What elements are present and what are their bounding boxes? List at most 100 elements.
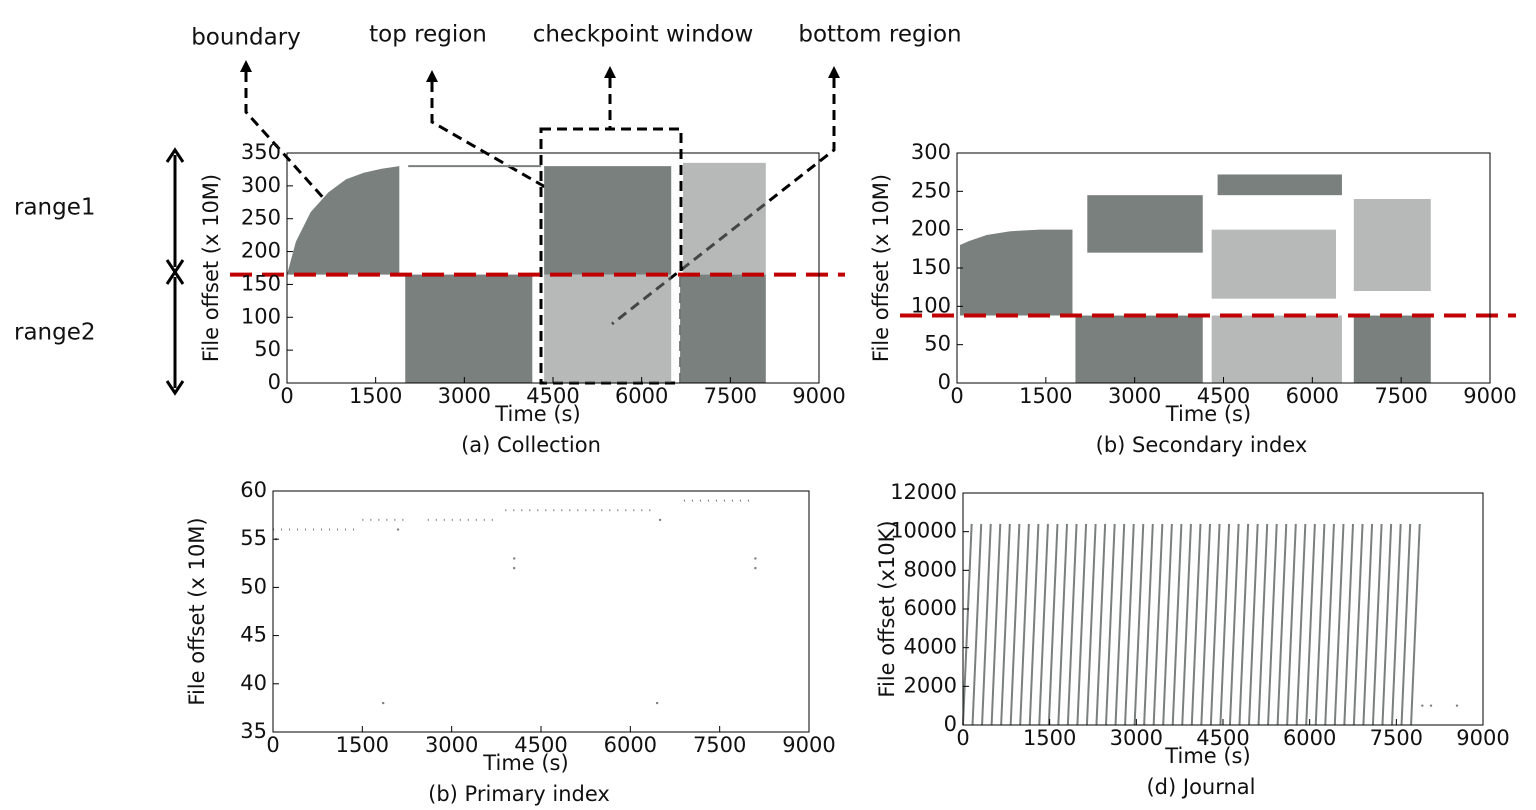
x-tick-label: 1500 [349, 384, 402, 408]
journal-tooth [1152, 523, 1164, 726]
point [513, 557, 516, 560]
point [381, 701, 385, 705]
y-tick-label: 50 [924, 332, 951, 356]
point [754, 557, 757, 560]
y-tick-label: 50 [240, 574, 267, 598]
point-cloud [1353, 199, 1431, 291]
point [513, 566, 516, 570]
x-tick-label: 4500 [526, 384, 579, 408]
journal-tooth [962, 523, 973, 726]
y-tick-label: 100 [911, 293, 951, 317]
journal-tooth [1085, 523, 1097, 726]
point [396, 528, 400, 531]
journal-tooth [1362, 523, 1374, 726]
journal-tooth [1162, 523, 1173, 726]
y-tick-label: 200 [241, 239, 281, 263]
y-axis-label: File offset (x 10M) [185, 517, 209, 705]
y-tick-label: 250 [911, 178, 951, 202]
x-tick-label: 4500 [514, 733, 567, 757]
point-cloud [1353, 315, 1431, 383]
journal-tooth [1209, 523, 1221, 726]
journal-tooth [1143, 523, 1154, 726]
x-tick-label: 7500 [1370, 726, 1423, 750]
y-tick-label: 35 [240, 719, 267, 743]
annotation: checkpoint window [533, 22, 754, 48]
y-tick-label: 10000 [890, 519, 957, 543]
journal-tooth [1124, 523, 1135, 726]
journal-tooth [1286, 523, 1297, 726]
caption: (b) Primary index [428, 782, 610, 806]
journal-tooth [1228, 523, 1240, 726]
y-tick-label: 150 [241, 271, 281, 295]
journal-tooth [1400, 523, 1412, 726]
journal-tooth [1095, 523, 1107, 726]
x-tick-label: 7500 [704, 384, 757, 408]
chart: 0 1500 3000 4500 6000 7500 9000 35 40 45 50 55 60 Tim… [185, 478, 836, 806]
point [1421, 704, 1424, 707]
y-axis-label: File offset (x 10M) [199, 174, 223, 362]
point [1455, 704, 1459, 707]
journal-tooth [1076, 523, 1088, 726]
journal-tooth [1200, 523, 1211, 726]
range-arrows [165, 147, 185, 396]
y-tick-label: 0 [268, 370, 281, 394]
journal-tooth [1105, 523, 1116, 726]
area [287, 166, 400, 275]
journal-tooth [1257, 523, 1269, 726]
x-tick-label: 6000 [1283, 726, 1336, 750]
x-tick-label: 4500 [1197, 384, 1250, 408]
x-tick-label: 3000 [1108, 384, 1161, 408]
y-tick-label: 55 [240, 526, 267, 550]
point [655, 701, 659, 705]
journal-tooth [1019, 523, 1030, 726]
x-axis-label: Time (s) [482, 751, 568, 775]
x-tick-label: 0 [280, 384, 293, 408]
journal-tooth [1333, 523, 1345, 726]
annotation: boundary [191, 25, 301, 51]
y-tick-label: 50 [254, 337, 281, 361]
annotation: range1 [14, 195, 96, 221]
point [1429, 704, 1433, 707]
journal-tooth [1267, 523, 1278, 726]
x-tick-label: 3000 [438, 384, 491, 408]
y-tick-label: 8000 [904, 557, 957, 581]
x-tick-label: 0 [956, 726, 969, 750]
journal-tooth [971, 523, 983, 726]
x-axis-label: Time (s) [1165, 402, 1251, 426]
x-tick-label: 6000 [615, 384, 668, 408]
y-tick-label: 300 [241, 173, 281, 197]
point-cloud [1217, 174, 1342, 196]
journal-tooth [1295, 523, 1307, 726]
x-tick-label: 3000 [1110, 726, 1163, 750]
x-tick-label: 9000 [782, 733, 835, 757]
x-axis-label: Time (s) [1164, 744, 1250, 768]
point-cloud [1211, 315, 1342, 383]
point-cloud [405, 274, 533, 383]
point-cloud [1211, 229, 1337, 299]
x-tick-label: 6000 [1286, 384, 1339, 408]
journal-tooth [1238, 523, 1250, 726]
x-axis-label: Time (s) [494, 402, 580, 426]
journal-tooth [1352, 523, 1364, 726]
x-tick-label: 0 [950, 384, 963, 408]
journal-tooth [981, 523, 992, 726]
journal-tooth [1000, 523, 1011, 726]
chart: 0 1500 3000 4500 6000 7500 9000 0 2000 4000 6000 80… [875, 480, 1510, 799]
journal-tooth [1133, 523, 1145, 726]
journal-tooth [1171, 523, 1183, 726]
journal-tooth [1038, 523, 1049, 726]
y-tick-label: 300 [911, 140, 951, 164]
journal-tooth [1066, 523, 1078, 726]
journal-tooth [1324, 523, 1335, 726]
y-tick-label: 60 [240, 478, 267, 502]
annotation: top region [369, 22, 487, 48]
y-tick-label: 45 [240, 623, 267, 647]
x-tick-label: 9000 [1456, 726, 1509, 750]
journal-tooth [1181, 523, 1192, 726]
plot-frame [272, 490, 810, 733]
y-tick-label: 0 [944, 712, 957, 736]
y-tick-label: 6000 [904, 596, 957, 620]
area [959, 229, 1073, 316]
y-tick-label: 200 [911, 217, 951, 241]
